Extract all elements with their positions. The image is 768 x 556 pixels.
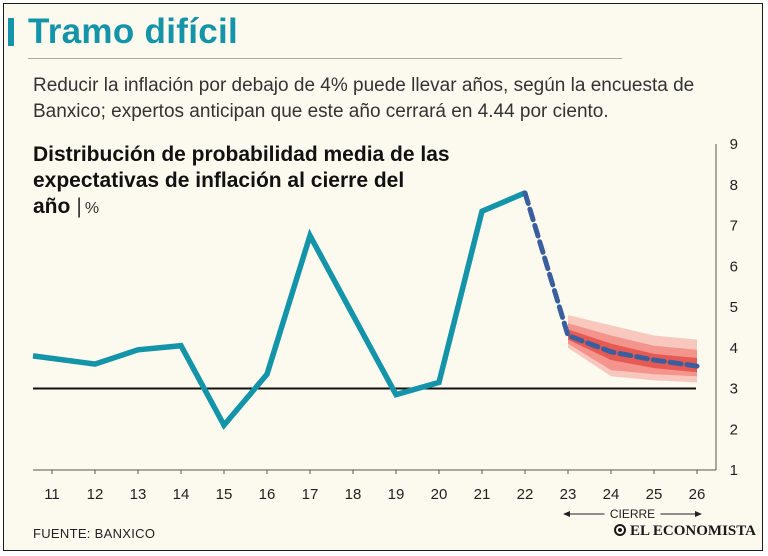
y-tick-label: 6 [730,258,738,275]
cierre-label: CIERRE [610,507,655,521]
x-tick-label: 22 [517,486,534,503]
x-tick-label: 12 [87,486,104,503]
x-tick-label: 26 [689,486,706,503]
title-accent-bar [8,18,14,46]
brand-logo-icon [614,524,626,536]
x-tick-label: 24 [603,486,620,503]
x-tick-label: 16 [259,486,276,503]
x-tick-label: 11 [44,486,60,503]
series-line-observed [32,190,527,431]
chart-series [32,190,700,431]
infographic-subtitle: Reducir la inflación por debajo de 4% pu… [33,75,695,122]
unit-separator: | [76,195,82,218]
x-tick-label: 23 [560,486,577,503]
source-note: FUENTE: BANXICO [33,526,156,541]
y-tick-label: 2 [730,421,738,438]
x-tick-label: 17 [302,486,319,503]
y-tick-label: 3 [730,381,738,398]
cierre-bracket: CIERRE [563,507,702,521]
x-tick-label: 21 [474,486,491,503]
y-tick-label: 8 [730,177,738,194]
chart-title: Distribución de probabilidad media de la… [33,142,473,222]
chart-title-text: Distribución de probabilidad media de la… [33,143,450,218]
x-tick-label: 13 [130,486,147,503]
title-divider [28,58,622,59]
x-tick-label: 19 [388,486,405,503]
y-tick-label: 4 [730,340,738,357]
chart-unit-label: % [84,200,100,217]
brand-logo: EL ECONOMISTA [614,523,756,540]
infographic-frame [3,3,763,551]
y-tick-label: 9 [730,136,738,153]
cierre-arrow-right [695,511,702,517]
infographic-title: Tramo difícil [28,12,239,51]
y-tick-label: 1 [730,462,738,479]
y-tick-label: 5 [730,299,738,316]
series-line-forecast [522,190,700,369]
x-tick-label: 18 [345,486,362,503]
chart-axes [33,144,717,474]
x-tick-label: 20 [431,486,448,503]
x-tick-label: 25 [646,486,663,503]
chart-tick-labels: 11 12 13 14 15 16 17 18 19 20 21 22 23 24 25 2612345678… [44,136,738,503]
brand-name: EL ECONOMISTA [630,523,756,539]
y-tick-label: 7 [730,218,738,235]
x-tick-label: 14 [173,486,190,503]
forecast-fan-band [568,315,697,383]
x-tick-label: 15 [216,486,233,503]
cierre-arrow-left [563,511,570,517]
